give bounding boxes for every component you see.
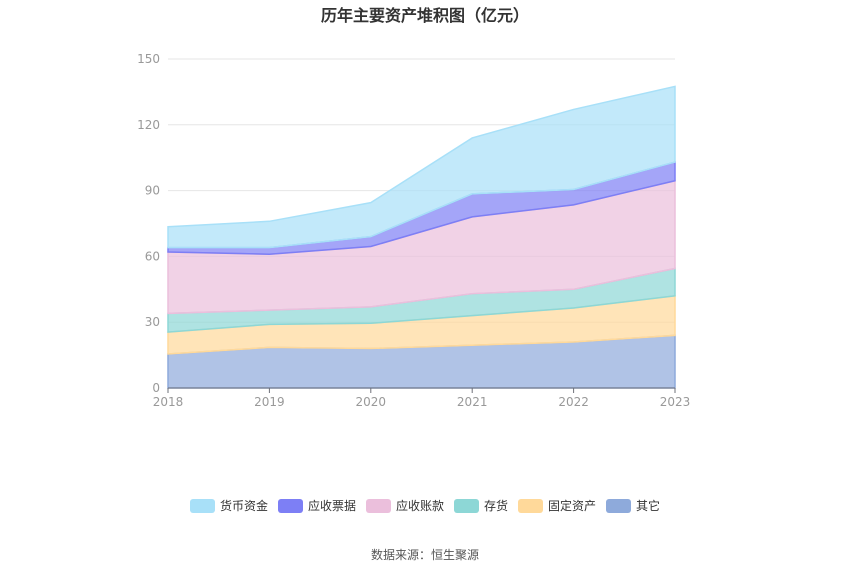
legend-swatch [189, 498, 215, 513]
legend-item[interactable]: 固定资产 [518, 497, 596, 514]
legend-swatch [606, 498, 632, 513]
legend-label: 应收票据 [307, 499, 356, 513]
legend-label: 其它 [636, 499, 661, 513]
chart-title: 历年主要资产堆积图（亿元） [320, 6, 529, 25]
legend-label: 应收账款 [395, 499, 444, 513]
legend-label: 存货 [484, 499, 509, 513]
legend-label: 货币资金 [219, 499, 268, 513]
y-tick-label: 120 [137, 118, 160, 132]
axes: 0 30 60 90 120 150 2018 2019 2020 2021 2022 2023 [137, 52, 690, 409]
legend-item[interactable]: 应收票据 [277, 497, 356, 514]
x-tick-label: 2020 [356, 395, 387, 409]
y-tick-label: 90 [145, 184, 160, 198]
x-tick-label: 2023 [660, 395, 691, 409]
legend-swatch [365, 498, 391, 513]
data-source: 数据来源：恒生聚源 [370, 548, 479, 562]
area-货币资金 [167, 85, 676, 249]
legend-item[interactable]: 存货 [454, 497, 508, 514]
legend-swatch [277, 498, 303, 513]
y-tick-label: 0 [152, 381, 160, 395]
x-tick-label: 2022 [558, 395, 589, 409]
legend-label: 固定资产 [548, 499, 597, 513]
y-tick-label: 60 [145, 249, 160, 263]
area-series [167, 85, 676, 389]
legend-swatch [454, 498, 479, 513]
legend-item[interactable]: 其它 [606, 497, 660, 514]
legend-item[interactable]: 货币资金 [189, 497, 268, 514]
y-tick-label: 150 [137, 52, 160, 66]
legend-swatch [518, 498, 544, 513]
y-tick-label: 30 [145, 315, 160, 329]
stacked-area-chart: 0 30 60 90 120 150 2018 2019 2020 2021 2022 2023 [137, 52, 690, 409]
legend: 货币资金 应收票据 应收账款 存货 固定资产 其它 [0, 497, 850, 514]
x-tick-label: 2018 [153, 395, 184, 409]
x-tick-label: 2019 [254, 395, 285, 409]
legend-item[interactable]: 应收账款 [365, 497, 444, 514]
x-tick-label: 2021 [457, 395, 488, 409]
